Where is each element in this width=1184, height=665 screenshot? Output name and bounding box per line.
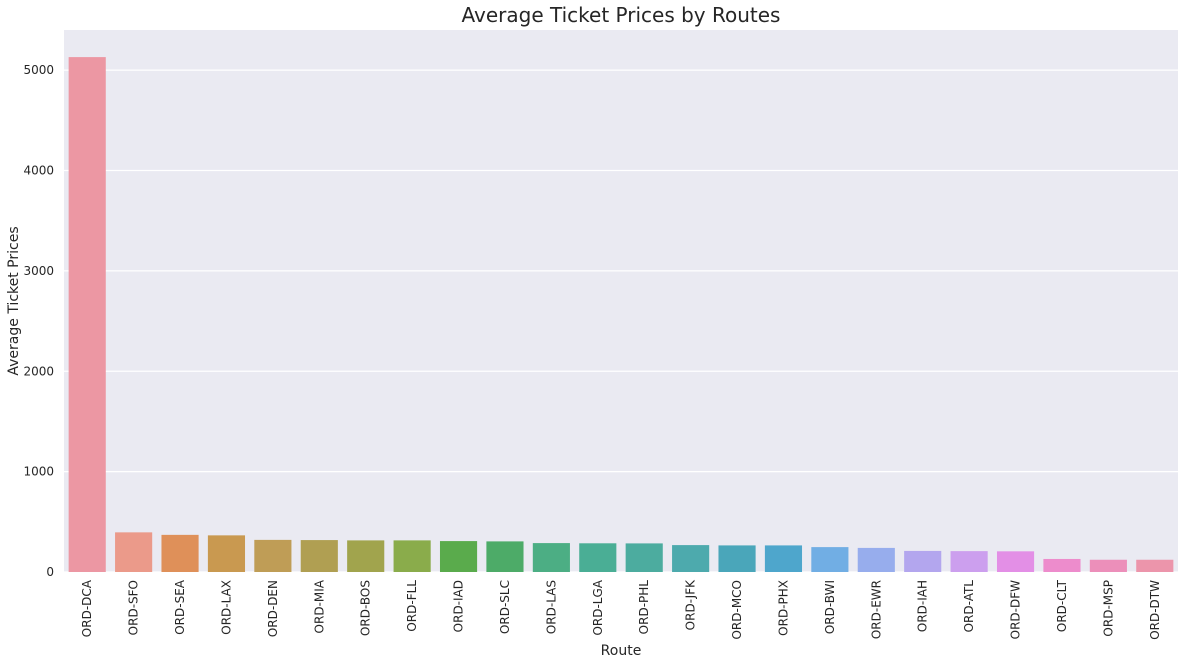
x-tick-label: ORD-MCO: [730, 580, 744, 640]
bar-ord-phx: [764, 545, 803, 572]
x-tick-label: ORD-SLC: [498, 580, 512, 634]
grid-lines: [64, 69, 1178, 573]
x-tick-label: ORD-ATL: [962, 580, 976, 633]
x-tick-label: ORD-SFO: [127, 580, 141, 635]
x-tick-label: ORD-DFW: [1009, 580, 1023, 639]
x-tick-label: ORD-EWR: [869, 580, 883, 639]
bar-ord-msp: [1089, 559, 1127, 572]
x-tick-label: ORD-JFK: [684, 579, 698, 630]
bar-ord-slc: [486, 541, 524, 572]
x-tick-label: ORD-MIA: [312, 579, 326, 633]
bar-ord-sfo: [115, 532, 153, 572]
x-tick-label: ORD-LAS: [544, 580, 558, 634]
bar-ord-sea: [161, 534, 199, 572]
bar-ord-den: [254, 539, 292, 572]
x-tick-label: ORD-DCA: [80, 579, 94, 637]
y-tick-label: 2000: [23, 364, 54, 378]
y-tick-label: 5000: [23, 63, 54, 77]
x-tick-label: ORD-BWI: [823, 580, 837, 634]
bar-ord-dtw: [1136, 559, 1174, 572]
chart-title: Average Ticket Prices by Routes: [462, 3, 781, 27]
bar-ord-jfk: [672, 545, 710, 572]
x-tick-label: ORD-PHL: [637, 580, 651, 635]
x-tick-label: ORD-DEN: [266, 580, 280, 637]
x-tick-label: ORD-IAD: [452, 580, 466, 632]
bar-ord-clt: [1043, 558, 1081, 572]
bar-ord-phl: [625, 543, 663, 572]
bar-ord-atl: [950, 551, 988, 572]
bar-ord-dfw: [996, 551, 1035, 572]
bar-ord-lga: [579, 543, 617, 572]
plot-background: [64, 30, 1178, 572]
bar-ord-dca: [68, 57, 106, 573]
x-tick-labels: ORD-DCA ORD-SFO ORD-SEA ORD-LAX ORD-DEN ORD-M…: [80, 579, 1162, 640]
x-axis-label: Route: [601, 643, 642, 659]
x-tick-label: ORD-DTW: [1148, 580, 1162, 640]
x-tick-label: ORD-CLT: [1055, 579, 1069, 632]
bar-ord-iad: [439, 541, 478, 572]
x-tick-label: ORD-LGA: [591, 579, 605, 635]
x-tick-label: ORD-SEA: [173, 579, 187, 635]
x-tick-label: ORD-FLL: [405, 580, 419, 632]
x-tick-label: ORD-IAH: [916, 580, 930, 632]
bar-ord-ewr: [857, 547, 895, 572]
bar-ord-bwi: [811, 547, 849, 572]
x-tick-label: ORD-PHX: [776, 580, 790, 636]
bar-ord-iah: [904, 550, 942, 572]
y-axis-label: Average Ticket Prices: [6, 226, 22, 375]
y-tick-labels: 0 1000 2000 3000 4000 5000: [23, 63, 54, 579]
bar-ord-mco: [718, 545, 756, 572]
x-tick-label: ORD-LAX: [219, 580, 233, 635]
y-tick-label: 4000: [23, 164, 54, 178]
bar-ord-las: [532, 543, 570, 572]
x-tick-label: ORD-MSP: [1101, 580, 1115, 637]
bars: [68, 57, 1174, 573]
bar-ord-fll: [393, 540, 431, 572]
x-tick-label: ORD-BOS: [359, 580, 373, 636]
y-tick-label: 0: [46, 565, 54, 579]
bar-ord-lax: [207, 535, 246, 572]
bar-ord-bos: [347, 540, 385, 572]
y-tick-label: 3000: [23, 264, 54, 278]
bar-ord-mia: [300, 540, 338, 572]
y-tick-label: 1000: [23, 465, 54, 479]
